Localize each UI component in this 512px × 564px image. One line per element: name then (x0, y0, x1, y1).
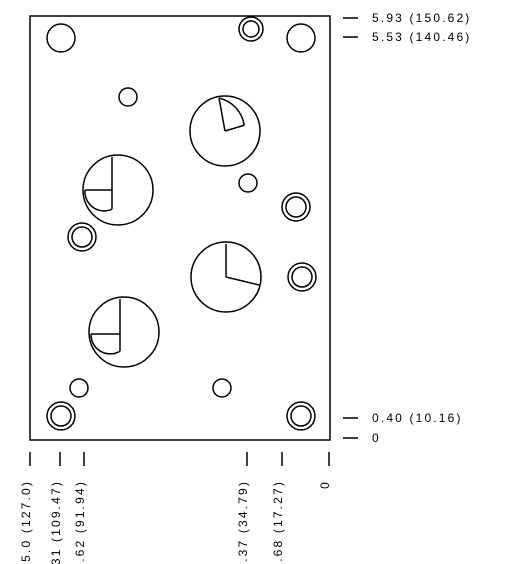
dim-label: 3.62 (91.94) (73, 480, 87, 564)
dim-horizontal: 0 (343, 431, 381, 445)
dim-vertical: 0 (318, 452, 332, 489)
dim-label: 0 (318, 480, 332, 489)
plate-outline (30, 16, 330, 440)
dim-horizontal: 5.53 (140.46) (343, 30, 471, 44)
dim-label: 5.93 (150.62) (372, 11, 471, 25)
hole (47, 402, 75, 430)
hole (119, 88, 137, 106)
dim-label: 0 (372, 431, 381, 445)
hole (282, 193, 310, 221)
hole (213, 379, 231, 397)
dim-vertical: 1.37 (34.79) (236, 452, 250, 564)
dim-vertical: 0.68 (17.27) (271, 452, 285, 564)
hole (239, 17, 263, 41)
hole (89, 297, 159, 367)
hole (190, 96, 260, 166)
dim-horizontal: 0.40 (10.16) (343, 411, 463, 425)
hole (191, 242, 261, 312)
hole (287, 24, 315, 52)
hole (47, 24, 75, 52)
dim-label: 4.31 (109.47) (49, 480, 63, 564)
hole (70, 379, 88, 397)
dim-label: 0.40 (10.16) (372, 411, 463, 425)
dim-horizontal: 5.93 (150.62) (343, 11, 471, 25)
dim-label: 5.53 (140.46) (372, 30, 471, 44)
hole (83, 155, 153, 225)
dim-vertical: 5.0 (127.0) (19, 452, 33, 562)
dim-vertical: 3.62 (91.94) (73, 452, 87, 564)
dim-label: 1.37 (34.79) (236, 480, 250, 564)
dim-vertical: 4.31 (109.47) (49, 452, 63, 564)
dim-label: 5.0 (127.0) (19, 480, 33, 562)
hole (288, 263, 316, 291)
hole (287, 402, 315, 430)
hole (68, 223, 96, 251)
dim-label: 0.68 (17.27) (271, 480, 285, 564)
hole (239, 174, 257, 192)
